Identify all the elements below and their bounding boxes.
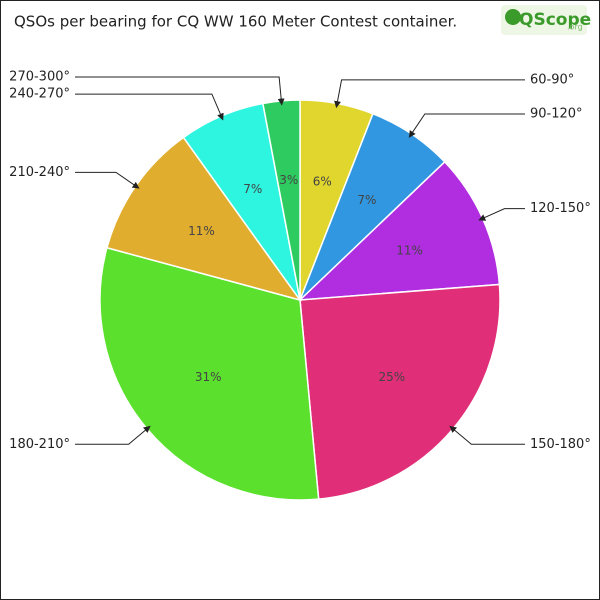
leader-line [408,113,525,138]
slice-label: 180-210° [9,437,70,452]
leader-line [449,425,525,445]
slice-percent: 31% [195,370,222,384]
slice-percent: 11% [188,224,215,238]
slice-label: 60-90° [530,72,574,87]
leader-line [75,76,285,106]
logo-bg [501,5,587,35]
logo: QScope .org [501,5,591,35]
logo-icon [505,9,521,25]
slice-label: 150-180° [530,437,591,452]
slice-label: 90-120° [530,106,583,121]
slice-percent: 6% [313,175,332,189]
slice-percent: 11% [396,244,423,258]
slice-label: 120-150° [530,201,591,216]
slice-label: 240-270° [9,87,70,102]
slice-percent: 25% [378,370,405,384]
slice-label: 270-300° [9,69,70,84]
leader-line [75,171,140,189]
leader-line [334,79,525,109]
slice-percent: 3% [279,173,298,187]
logo-name: QScope [519,10,591,30]
chart-title: QSOs per bearing for CQ WW 160 Meter Con… [14,13,457,31]
slice-label: 210-240° [9,165,70,180]
logo-suffix: .org [567,23,583,32]
leader-line [478,208,525,221]
leader-line [75,93,224,121]
slice-percent: 7% [243,182,262,196]
leader-line [75,425,151,445]
slice-percent: 7% [357,193,376,207]
